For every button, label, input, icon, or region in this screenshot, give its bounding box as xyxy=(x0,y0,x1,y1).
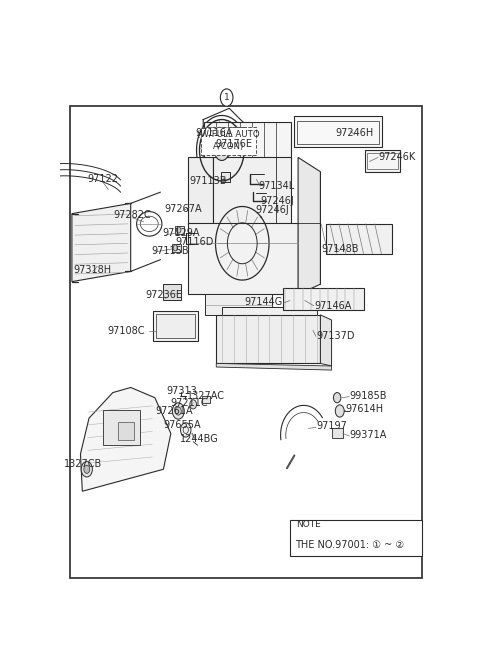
Circle shape xyxy=(175,407,181,415)
Text: 1327AC: 1327AC xyxy=(187,390,225,400)
Text: 97197: 97197 xyxy=(316,422,347,432)
Text: 1244BG: 1244BG xyxy=(180,434,219,444)
Bar xyxy=(202,396,210,403)
Text: 97113B: 97113B xyxy=(189,176,227,186)
Circle shape xyxy=(173,245,178,251)
Text: 97137D: 97137D xyxy=(316,331,354,341)
Bar xyxy=(221,172,230,182)
Text: 97261A: 97261A xyxy=(156,406,193,416)
Circle shape xyxy=(190,400,196,409)
Text: (W/FULL AUTO: (W/FULL AUTO xyxy=(197,130,260,139)
Text: 97116A: 97116A xyxy=(196,128,233,138)
Bar xyxy=(294,116,382,147)
Circle shape xyxy=(172,403,184,419)
Text: 97282C: 97282C xyxy=(114,210,151,220)
Bar xyxy=(297,121,379,144)
Text: 97313: 97313 xyxy=(167,386,197,396)
Polygon shape xyxy=(205,294,272,315)
Text: 97614H: 97614H xyxy=(346,404,384,414)
Text: A/CON): A/CON) xyxy=(213,143,244,151)
Circle shape xyxy=(220,89,233,106)
Bar xyxy=(163,284,181,299)
Polygon shape xyxy=(222,307,317,315)
Text: 97115B: 97115B xyxy=(151,246,189,256)
Circle shape xyxy=(219,146,225,154)
Text: 99371A: 99371A xyxy=(349,430,387,440)
Circle shape xyxy=(81,461,92,477)
Bar xyxy=(290,521,422,556)
Text: 97108C: 97108C xyxy=(108,326,145,336)
Circle shape xyxy=(177,227,181,233)
Polygon shape xyxy=(216,363,332,370)
Polygon shape xyxy=(204,122,290,159)
Polygon shape xyxy=(216,315,321,363)
Text: 97144G: 97144G xyxy=(244,297,282,307)
Bar xyxy=(365,150,400,172)
Bar xyxy=(156,314,195,338)
Text: 97211C: 97211C xyxy=(171,398,208,408)
Text: 97318H: 97318H xyxy=(73,265,112,275)
Bar xyxy=(172,244,180,252)
Text: 97246J: 97246J xyxy=(260,197,294,207)
Text: NOTE: NOTE xyxy=(297,520,321,529)
Text: 97134L: 97134L xyxy=(258,181,294,191)
Circle shape xyxy=(84,465,90,473)
Text: 99185B: 99185B xyxy=(349,390,387,400)
Circle shape xyxy=(334,392,341,403)
Text: THE NO.97001: ① ~ ②: THE NO.97001: ① ~ ② xyxy=(295,540,404,550)
Bar xyxy=(201,127,256,155)
Polygon shape xyxy=(188,223,298,294)
Bar xyxy=(228,139,239,150)
Text: 97246H: 97246H xyxy=(336,128,374,138)
Bar xyxy=(153,311,198,341)
Text: 97246J: 97246J xyxy=(255,205,289,215)
Circle shape xyxy=(180,423,191,437)
Text: 97122: 97122 xyxy=(87,175,118,185)
Bar xyxy=(175,226,183,234)
Text: 97146A: 97146A xyxy=(315,301,352,311)
Text: 97176E: 97176E xyxy=(216,139,252,149)
Text: 97655A: 97655A xyxy=(163,420,201,430)
Text: 97246K: 97246K xyxy=(378,153,415,163)
Text: 97116D: 97116D xyxy=(175,237,214,247)
Bar xyxy=(332,428,343,438)
Bar xyxy=(367,153,398,169)
Text: 1327CB: 1327CB xyxy=(64,459,102,469)
Circle shape xyxy=(335,405,344,417)
Polygon shape xyxy=(321,315,332,366)
Circle shape xyxy=(215,140,229,161)
Text: 1: 1 xyxy=(224,93,229,102)
Polygon shape xyxy=(213,157,290,225)
Bar xyxy=(118,422,134,440)
Text: 97129A: 97129A xyxy=(162,228,200,238)
Text: 97267A: 97267A xyxy=(164,204,202,214)
Polygon shape xyxy=(81,388,171,491)
Bar xyxy=(103,410,140,446)
Polygon shape xyxy=(188,157,213,225)
Bar xyxy=(283,288,364,309)
Text: 97236E: 97236E xyxy=(145,290,182,300)
Text: 97148B: 97148B xyxy=(321,244,359,254)
Polygon shape xyxy=(72,203,131,282)
Polygon shape xyxy=(298,157,321,294)
Polygon shape xyxy=(326,224,392,254)
